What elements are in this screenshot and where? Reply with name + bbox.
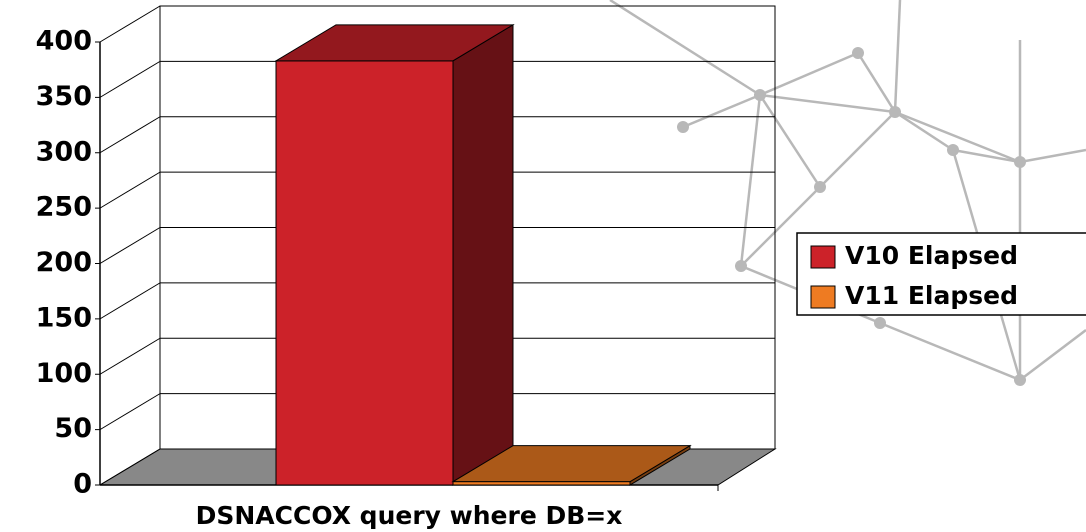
grid-line	[99, 337, 161, 375]
bar-top	[451, 445, 692, 483]
y-tick-label: 100	[36, 358, 92, 389]
grid-line	[99, 60, 161, 98]
bar-top	[274, 24, 515, 62]
y-tick-label: 50	[54, 413, 92, 444]
legend-swatch	[810, 245, 836, 269]
grid-line	[99, 393, 161, 431]
legend-swatch	[810, 285, 836, 309]
y-tick-label: 0	[73, 469, 92, 500]
grid-line	[99, 116, 161, 154]
grid-line	[99, 448, 161, 486]
bar	[274, 23, 515, 486]
grid-line	[99, 282, 161, 320]
legend-box	[796, 232, 1086, 316]
grid-line	[99, 227, 161, 264]
legend-label: V11 Elapsed	[845, 281, 1018, 310]
bar-side	[452, 23, 514, 486]
y-tick-label: 350	[36, 81, 92, 112]
x-tick-label: DSNACCOX query where DB=x	[196, 501, 623, 530]
background-decoration	[609, 0, 1086, 386]
bar-front	[275, 60, 454, 486]
y-tick-label: 300	[36, 136, 92, 167]
bar	[451, 444, 692, 486]
y-tick-label: 150	[36, 302, 92, 333]
legend-label: V10 Elapsed	[845, 241, 1018, 270]
y-tick-label: 250	[36, 192, 92, 223]
y-tick-label: 400	[36, 26, 92, 57]
grid-line	[99, 5, 161, 43]
y-tick-label: 200	[36, 247, 92, 278]
grid-line	[99, 171, 161, 209]
